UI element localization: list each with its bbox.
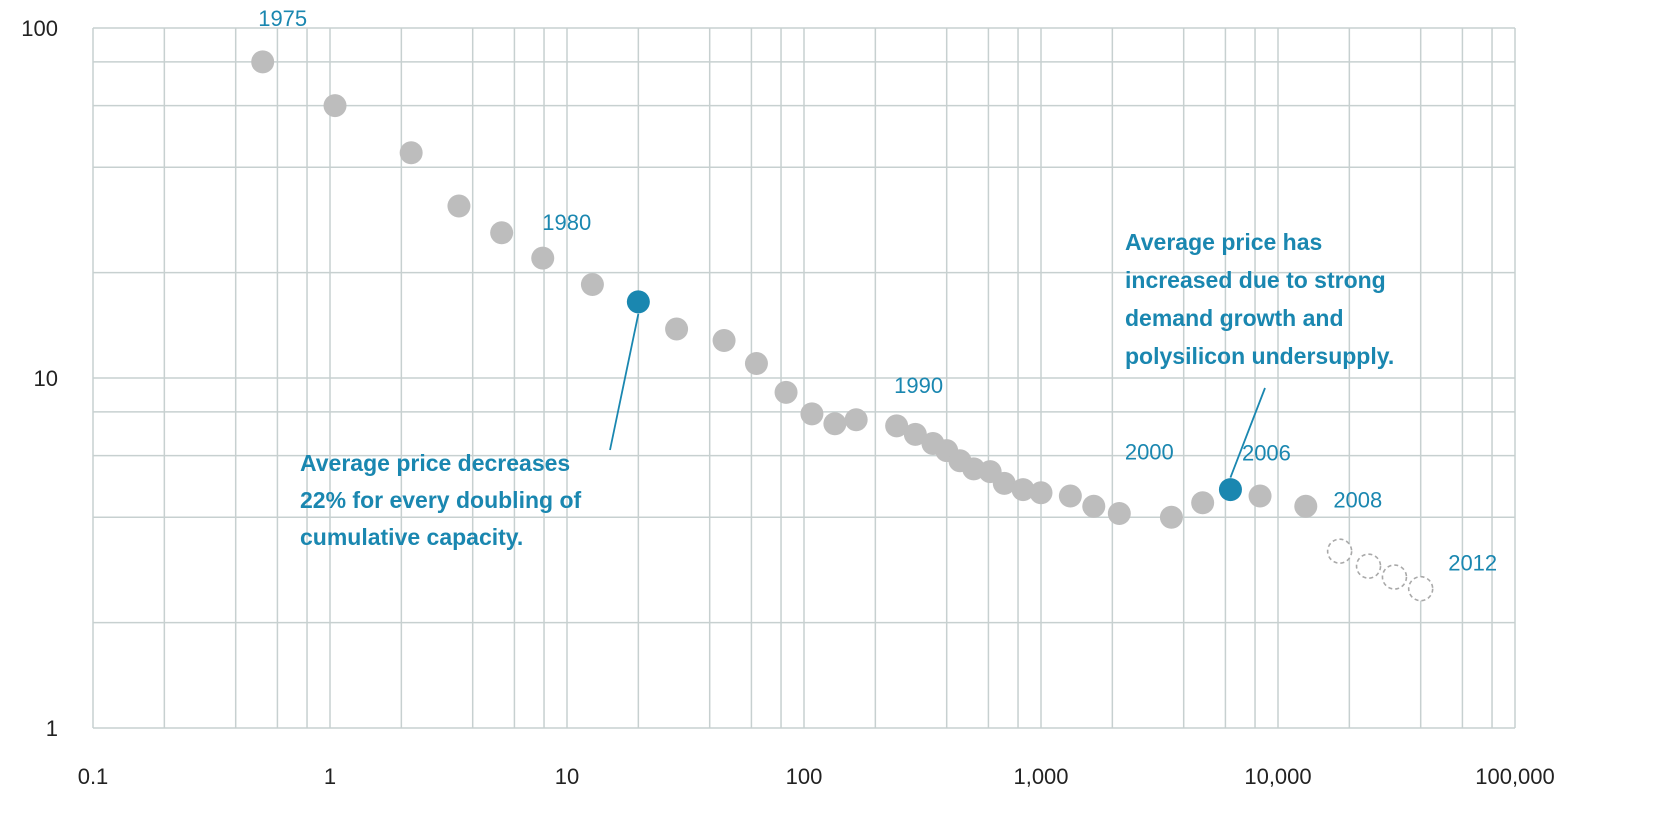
annotation-text-line: 22% for every doubling of [300, 487, 581, 513]
data-point [1159, 505, 1183, 529]
annotation-text-line: cumulative capacity. [300, 524, 523, 550]
year-label: 2012 [1448, 551, 1497, 576]
data-point [580, 272, 604, 296]
projected-point [1355, 553, 1382, 579]
x-tick-label: 10,000 [1244, 764, 1311, 789]
data-point [1294, 494, 1318, 518]
annotation-text-line: Average price decreases [300, 450, 570, 476]
data-point [1082, 494, 1106, 518]
y-tick-label: 100 [21, 16, 58, 41]
annotation-text-line: demand growth and [1125, 305, 1344, 331]
annotation-text-line: increased due to strong [1125, 267, 1386, 293]
y-tick-label: 10 [34, 366, 58, 391]
x-tick-label: 1 [324, 764, 336, 789]
data-point [251, 50, 275, 74]
data-point [774, 380, 798, 404]
year-label: 1975 [258, 6, 307, 31]
data-point [823, 412, 847, 436]
annotation-leaders [609, 313, 1266, 478]
projected-point [1326, 538, 1353, 564]
data-point [903, 422, 927, 446]
data-point [490, 221, 514, 245]
data-point [1058, 484, 1082, 508]
data-point [399, 141, 423, 165]
x-tick-label: 0.1 [78, 764, 109, 789]
annotation-text-line: polysilicon undersupply. [1125, 343, 1394, 369]
data-point [665, 317, 689, 341]
annotation-text-line: Average price has [1125, 229, 1322, 255]
data-point [885, 414, 909, 438]
data-point [1248, 484, 1272, 508]
year-label: 2006 [1242, 441, 1291, 466]
data-point [531, 246, 555, 270]
data-point [744, 352, 768, 376]
grid-lines [92, 27, 1516, 729]
data-point [1107, 502, 1131, 526]
annotations: Average price decreases 22% for every dou… [300, 229, 1394, 550]
year-label: 2008 [1333, 487, 1382, 512]
year-label: 2000 [1125, 440, 1174, 465]
data-point [712, 328, 736, 352]
year-label: 1990 [894, 373, 943, 398]
axis-ticks: 0.1 1 10 100 1,000 10,000 100,000 1 10 100 [21, 16, 1554, 789]
highlight-point [626, 290, 650, 314]
data-point [844, 408, 868, 432]
data-point [323, 94, 347, 118]
annotation-leader-line [609, 313, 640, 451]
x-tick-label: 10 [555, 764, 579, 789]
data-point [1029, 481, 1053, 505]
highlight-point [1218, 478, 1242, 502]
x-tick-label: 1,000 [1013, 764, 1068, 789]
x-tick-label: 100 [786, 764, 823, 789]
projected-point [1381, 564, 1408, 590]
data-point [1191, 491, 1215, 515]
data-point [992, 471, 1016, 495]
projected-point [1407, 575, 1434, 602]
year-labels: 1975 1980 1990 2000 2006 2008 2012 [258, 6, 1497, 576]
data-point [1011, 478, 1035, 502]
x-tick-label: 100,000 [1475, 764, 1555, 789]
data-points [251, 50, 1434, 602]
year-label: 1980 [542, 210, 591, 235]
y-tick-label: 1 [46, 716, 58, 741]
data-point [800, 402, 824, 426]
annotation-leader-line [1229, 387, 1266, 478]
data-point [447, 194, 471, 218]
